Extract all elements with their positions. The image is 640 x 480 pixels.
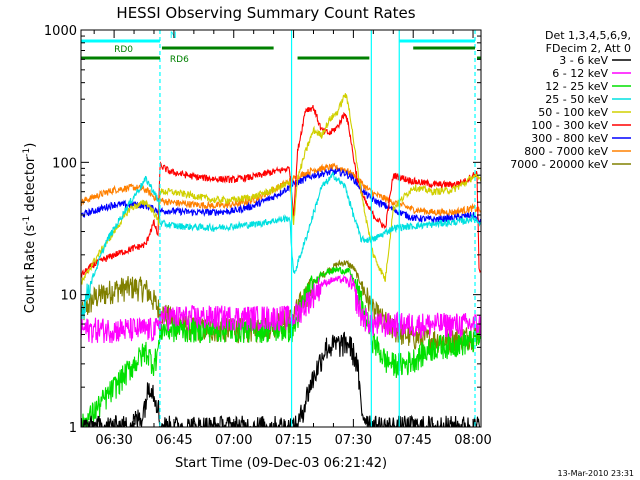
- axes: 1 10 100 1000 06:30 06:45 07:00 07:15 07:30 07:45…: [44, 24, 492, 448]
- y-axis-label-part3: ): [23, 143, 38, 148]
- legend-label-3: 12 - 25 keV: [545, 80, 608, 93]
- plot-content: [81, 93, 481, 427]
- state-bar-3-segment-1: [81, 56, 160, 60]
- x-tick-label: 06:30: [95, 433, 132, 448]
- legend-label-7: 300 - 800 keV: [531, 132, 608, 145]
- y-axis-label-part1: Count Rate (s: [23, 225, 38, 314]
- legend-header-line-1: Det 1,3,4,5,6,9,: [545, 29, 631, 42]
- legend-label-5: 50 - 100 keV: [538, 106, 608, 119]
- series-line-9: [81, 259, 481, 355]
- series-line-5: [81, 93, 481, 285]
- y-tick-label: 10: [60, 289, 77, 304]
- y-axis-label: Count Rate (s-1 detector-1): [22, 143, 38, 314]
- plot-frame: [80, 29, 482, 428]
- state-bar-label-2: RD0: [114, 45, 133, 55]
- legend-label-9: 7000 - 20000 keV: [510, 158, 608, 171]
- x-tick-label: 07:15: [275, 433, 312, 448]
- legend-header-line-2: FDecim 2, Att 0: [546, 42, 631, 55]
- x-tick-label: 06:45: [155, 433, 192, 448]
- y-axis-label-part2: detector: [23, 156, 38, 216]
- series-line-6: [81, 104, 481, 278]
- series-line-1: [81, 331, 481, 427]
- x-tick-label: 08:00: [454, 433, 491, 448]
- legend-label-2: 6 - 12 keV: [552, 67, 608, 80]
- state-bar-3-segment-3: [477, 56, 481, 60]
- state-bar-label-3: RD6: [170, 55, 189, 65]
- series-line-4: [81, 171, 481, 330]
- plot-area: N RD0 RD6: [81, 30, 481, 427]
- y-tick-label: 1: [69, 421, 77, 436]
- footer-timestamp: 13-Mar-2010 23:31: [558, 469, 635, 478]
- series-line-2: [81, 274, 481, 344]
- x-tick-label: 07:45: [394, 433, 431, 448]
- state-bar-label-1: N: [170, 31, 177, 41]
- state-bar-2-segment-1: [161, 46, 274, 50]
- y-tick-label: 100: [52, 156, 77, 171]
- state-bar-2-segment-2: [413, 46, 476, 50]
- legend-label-8: 800 - 7000 keV: [524, 145, 608, 158]
- x-tick-label: 07:30: [335, 433, 372, 448]
- legend: Det 1,3,4,5,6,9,FDecim 2, Att 03 - 6 keV…: [510, 29, 631, 171]
- legend-label-6: 100 - 300 keV: [531, 119, 608, 132]
- y-tick-label: 1000: [44, 24, 77, 39]
- legend-label-4: 25 - 50 keV: [545, 93, 608, 106]
- y-axis-label-sup1: -1: [22, 216, 32, 225]
- legend-label-1: 3 - 6 keV: [559, 54, 608, 67]
- x-axis-label: Start Time (09-Dec-03 06:21:42): [175, 456, 387, 471]
- state-bar-3-segment-2: [297, 56, 370, 60]
- chart-title: HESSI Observing Summary Count Rates: [116, 4, 415, 22]
- y-axis-label-sup2: -1: [22, 148, 32, 157]
- state-bar-1-segment-1: [81, 39, 160, 43]
- state-bar-1-segment-2: [399, 39, 476, 43]
- x-tick-label: 07:00: [215, 433, 252, 448]
- series-line-7: [81, 166, 481, 225]
- series-line-3: [81, 266, 481, 427]
